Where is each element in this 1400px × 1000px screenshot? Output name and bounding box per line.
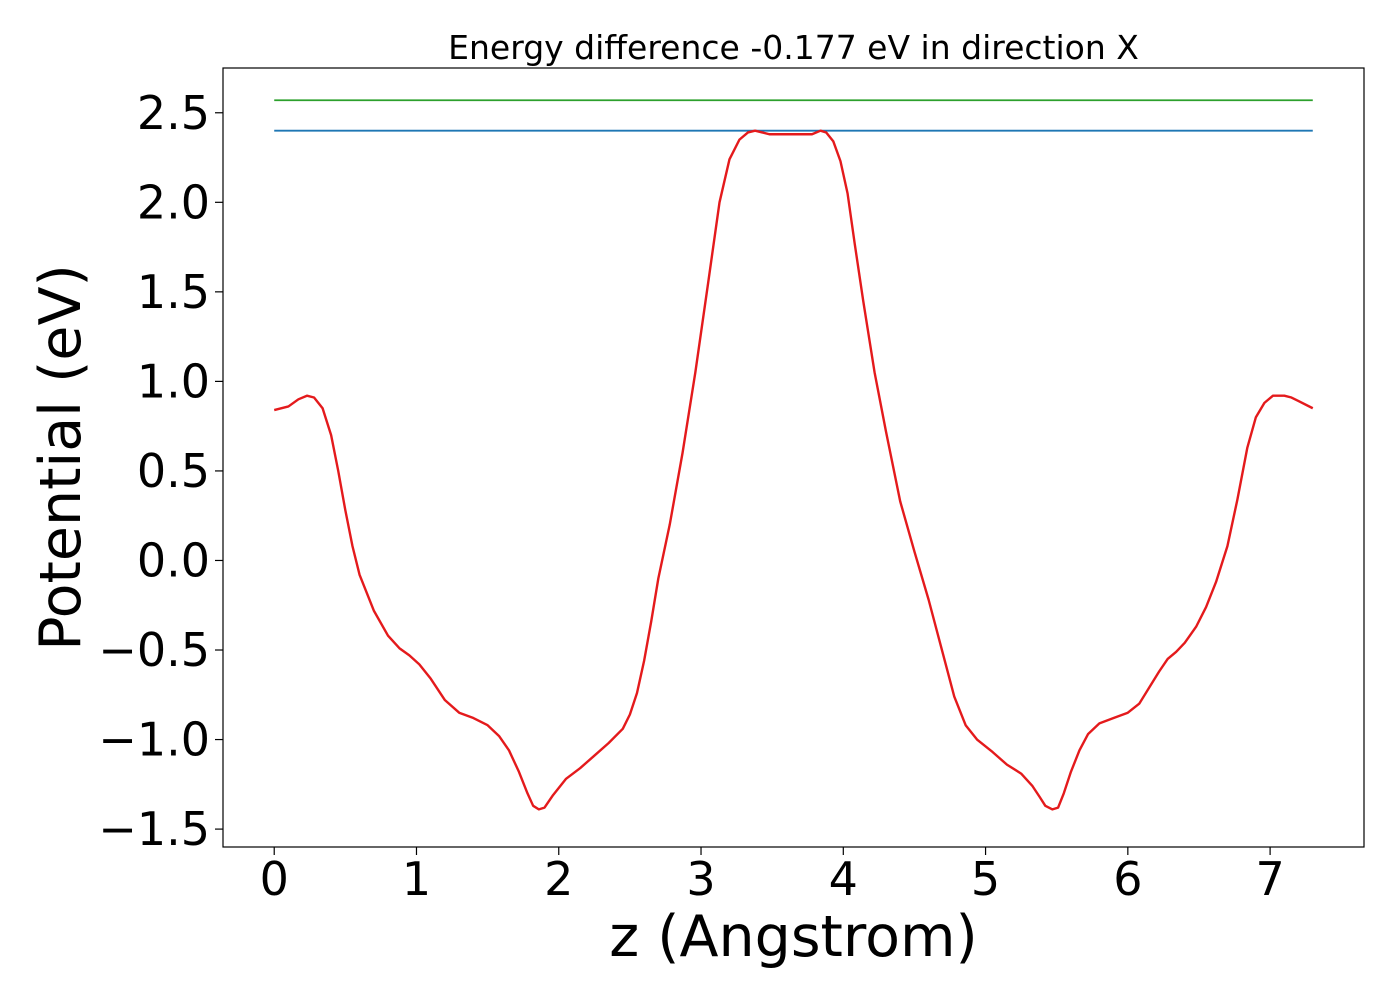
x-tick-label: 2 bbox=[544, 852, 573, 906]
y-tick-label: −1.0 bbox=[98, 713, 210, 767]
y-tick-label: 2.0 bbox=[137, 175, 210, 229]
x-tick-label: 3 bbox=[686, 852, 715, 906]
y-tick-label: 0.5 bbox=[137, 444, 210, 498]
x-tick-label: 7 bbox=[1255, 852, 1284, 906]
y-tick-label: 1.0 bbox=[137, 354, 210, 408]
x-tick-label: 6 bbox=[1113, 852, 1142, 906]
potential-curve bbox=[273, 129, 1314, 811]
series-layer bbox=[273, 99, 1314, 811]
chart-title: Energy difference -0.177 eV in direction… bbox=[448, 28, 1139, 67]
y-tick-label: −0.5 bbox=[98, 623, 210, 677]
x-tick-label: 5 bbox=[971, 852, 1000, 906]
x-tick-label: 1 bbox=[402, 852, 431, 906]
x-tick-label: 0 bbox=[260, 852, 289, 906]
axes-layer: 0 1 2 3 4 5 6 7 −1.5 −1.0 −0.5 0.0 0.5 1.0 1.5 2.0 2.5 bbox=[98, 86, 1284, 906]
x-axis-title: z (Angstrom) bbox=[609, 904, 977, 970]
y-tick-label: 1.5 bbox=[137, 265, 210, 319]
y-tick-label: 2.5 bbox=[137, 86, 210, 140]
x-tick-label: 4 bbox=[829, 852, 858, 906]
y-axis-title: Potential (eV) bbox=[28, 264, 94, 650]
y-tick-label: −1.5 bbox=[98, 802, 210, 856]
plot-area-frame bbox=[222, 67, 1365, 848]
y-tick-label: 0.0 bbox=[137, 533, 210, 587]
